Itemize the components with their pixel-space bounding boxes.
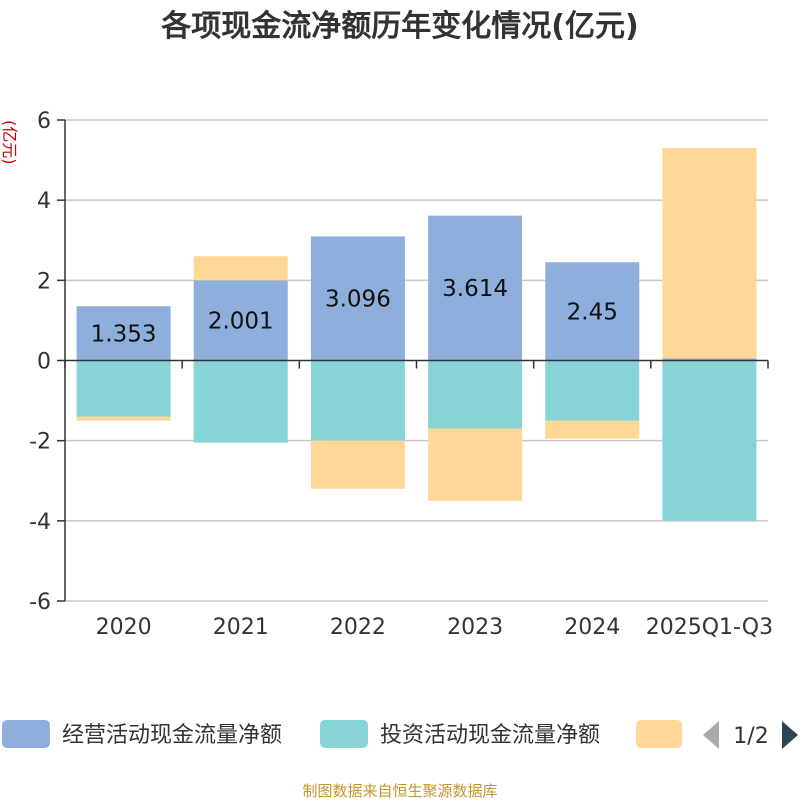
bar-2025Q1-Q3-s0 xyxy=(662,358,757,361)
y-tick-label: -2 xyxy=(29,430,51,455)
legend-page-indicator: 1/2 xyxy=(733,724,768,749)
legend-label-investing: 投资活动现金流量净额 xyxy=(380,723,600,748)
y-axis-unit: (亿元) xyxy=(0,120,19,165)
data-label-2022: 3.096 xyxy=(325,286,391,312)
y-tick-label: 6 xyxy=(37,109,51,134)
triangle-left-icon[interactable] xyxy=(703,721,719,749)
bar-2020-s1 xyxy=(76,360,171,417)
bar-2022-s2 xyxy=(310,440,405,489)
grid-lines xyxy=(65,119,768,602)
legend: 经营活动现金流量净额 投资活动现金流量净额 1/2 xyxy=(2,720,798,749)
legend-item-operating[interactable]: 经营活动现金流量净额 xyxy=(2,720,282,748)
y-tick-label: 0 xyxy=(37,350,51,375)
bar-2025Q1-Q3-s1 xyxy=(662,360,757,521)
y-tick-label: 2 xyxy=(37,269,51,294)
bar-2022-s0 xyxy=(310,236,405,361)
bar-series xyxy=(76,148,757,521)
bar-2025Q1-Q3-s2 xyxy=(662,148,757,359)
y-tick-label: -6 xyxy=(29,590,51,615)
x-tick-label: 2024 xyxy=(564,615,620,640)
bar-2024-s2 xyxy=(545,420,640,439)
bar-2024-s0 xyxy=(545,262,640,361)
bar-2023-s2 xyxy=(428,428,523,501)
data-label-2023: 3.614 xyxy=(442,276,508,302)
legend-item-investing[interactable]: 投资活动现金流量净额 xyxy=(320,720,600,748)
bar-2024-s1 xyxy=(545,360,640,421)
triangle-right-icon[interactable] xyxy=(782,721,798,749)
x-tick-label: 2020 xyxy=(96,615,152,640)
data-labels: 1.353 2.001 3.096 3.614 2.45 xyxy=(91,276,618,347)
bar-2020-s0 xyxy=(76,306,171,361)
y-tick-label: -4 xyxy=(29,510,51,535)
bar-2022-s1 xyxy=(310,360,405,441)
bar-2021-s2 xyxy=(193,256,288,281)
legend-swatch-investing xyxy=(320,720,368,748)
legend-item-financing[interactable] xyxy=(636,720,682,748)
legend-swatch-operating xyxy=(2,720,50,748)
data-label-2024: 2.45 xyxy=(567,299,618,325)
data-label-2020: 1.353 xyxy=(91,321,157,347)
bar-2020-s2 xyxy=(76,416,171,421)
x-tick-label: 2023 xyxy=(447,615,503,640)
bar-2021-s0 xyxy=(193,280,288,361)
chart-title: 各项现金流净额历年变化情况(亿元) xyxy=(160,9,638,44)
y-tick-label: 4 xyxy=(37,189,51,214)
data-source-note: 制图数据来自恒生聚源数据库 xyxy=(302,782,497,800)
axes: 6 4 2 0 -2 -4 -6 2020 2021 2022 2023 2024 2025Q1-Q3 xyxy=(29,109,773,640)
legend-swatch-financing xyxy=(636,720,682,748)
bar-2023-s1 xyxy=(428,360,523,429)
x-tick-label: 2021 xyxy=(213,615,269,640)
legend-label-operating: 经营活动现金流量净额 xyxy=(62,723,282,748)
x-tick-label: 2022 xyxy=(330,615,386,640)
data-label-2021: 2.001 xyxy=(208,308,274,334)
bar-2021-s1 xyxy=(193,360,288,443)
x-tick-label: 2025Q1-Q3 xyxy=(646,615,773,640)
bar-2023-s0 xyxy=(428,215,523,361)
